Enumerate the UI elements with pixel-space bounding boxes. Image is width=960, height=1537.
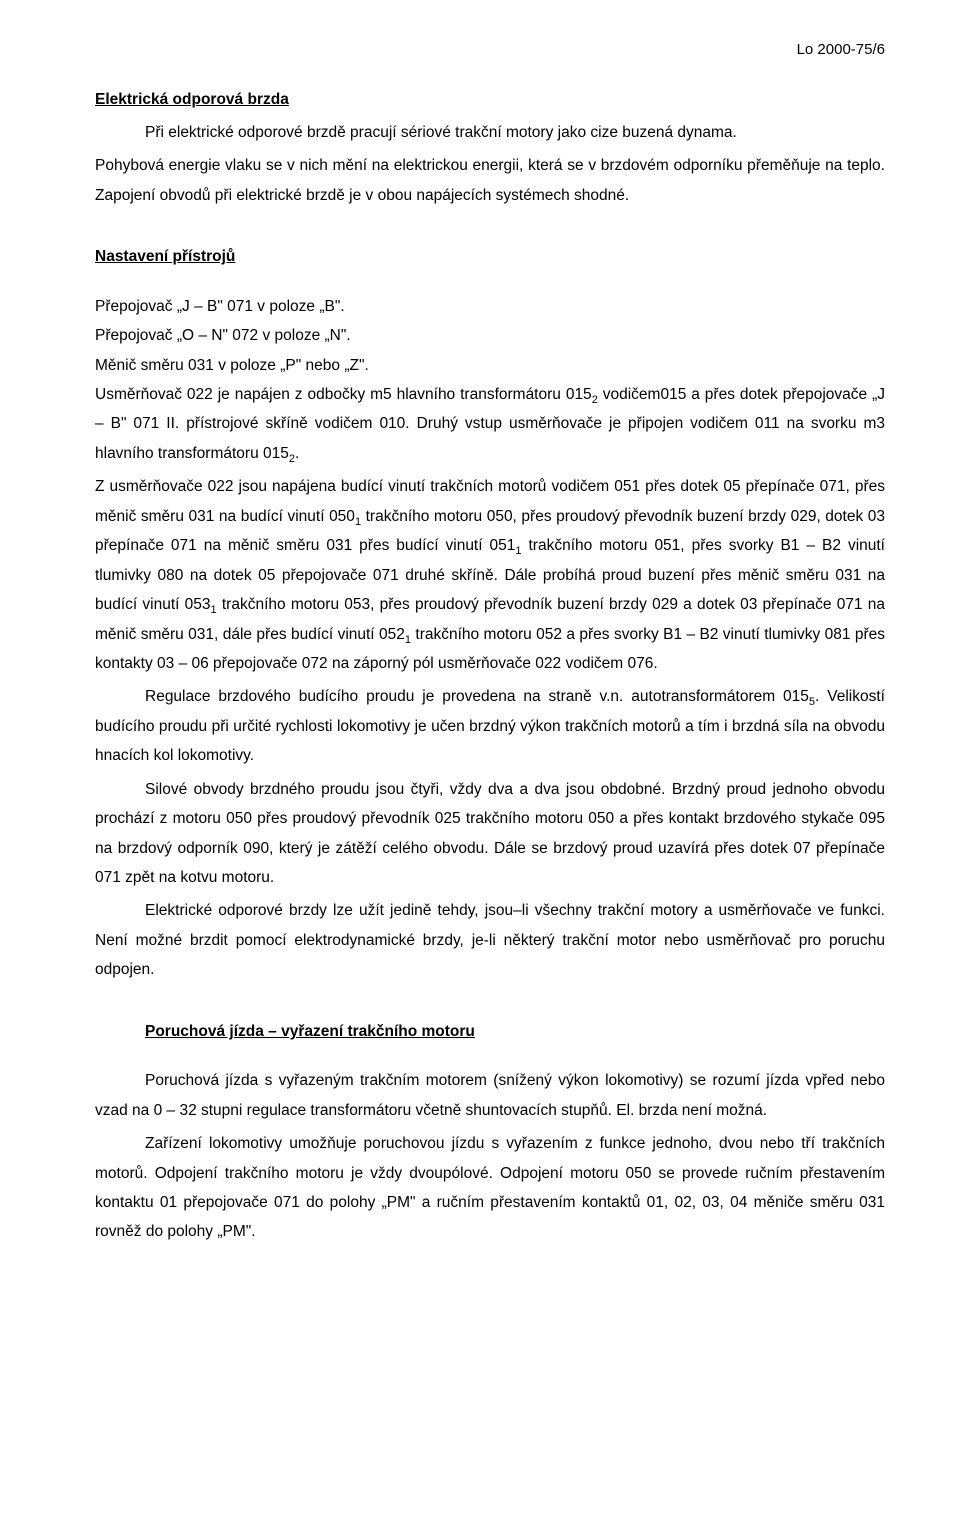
- doc-reference: Lo 2000-75/6: [95, 36, 885, 65]
- section-title-fault: Poruchová jízda – vyřazení trakčního mot…: [95, 1017, 885, 1046]
- paragraph: Zařízení lokomotivy umožňuje poruchovou …: [95, 1129, 885, 1247]
- paragraph: Přepojovač „J – B" 071 v poloze „B".: [95, 292, 885, 321]
- section-title-settings: Nastavení přístrojů: [95, 242, 885, 271]
- spacer: [95, 276, 885, 292]
- paragraph: Usměrňovač 022 je napájen z odbočky m5 h…: [95, 380, 885, 468]
- document-page: Lo 2000-75/6 Elektrická odporová brzda P…: [0, 0, 960, 1537]
- paragraph: Přepojovač „O – N" 072 v poloze „N".: [95, 321, 885, 350]
- paragraph: Poruchová jízda s vyřazeným trakčním mot…: [95, 1066, 885, 1125]
- text-run: Regulace brzdového budícího proudu je pr…: [145, 688, 809, 705]
- paragraph: Z usměrňovače 022 jsou napájena budící v…: [95, 472, 885, 678]
- spacer: [95, 214, 885, 242]
- spacer: [95, 1050, 885, 1066]
- section-title-brake: Elektrická odporová brzda: [95, 85, 885, 114]
- paragraph: Při elektrické odporové brzdě pracují sé…: [95, 118, 885, 147]
- paragraph: Regulace brzdového budícího proudu je pr…: [95, 682, 885, 770]
- paragraph: Pohybová energie vlaku se v nich mění na…: [95, 151, 885, 210]
- text-run: Usměrňovač 022 je napájen z odbočky m5 h…: [95, 386, 592, 403]
- paragraph: Elektrické odporové brzdy lze užít jedin…: [95, 896, 885, 984]
- paragraph: Silové obvody brzdného proudu jsou čtyři…: [95, 775, 885, 893]
- text-run: .: [295, 445, 299, 462]
- paragraph: Měnič směru 031 v poloze „P" nebo „Z".: [95, 351, 885, 380]
- spacer: [95, 989, 885, 1017]
